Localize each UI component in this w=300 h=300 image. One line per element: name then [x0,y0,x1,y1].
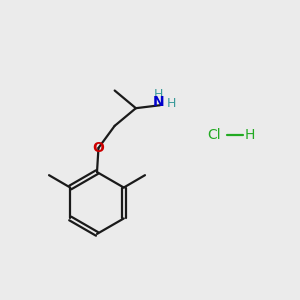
Text: H: H [167,97,176,110]
Text: O: O [92,141,104,155]
Text: Cl: Cl [207,128,221,142]
Text: H: H [245,128,255,142]
Text: H: H [154,88,163,100]
Text: N: N [153,95,164,109]
